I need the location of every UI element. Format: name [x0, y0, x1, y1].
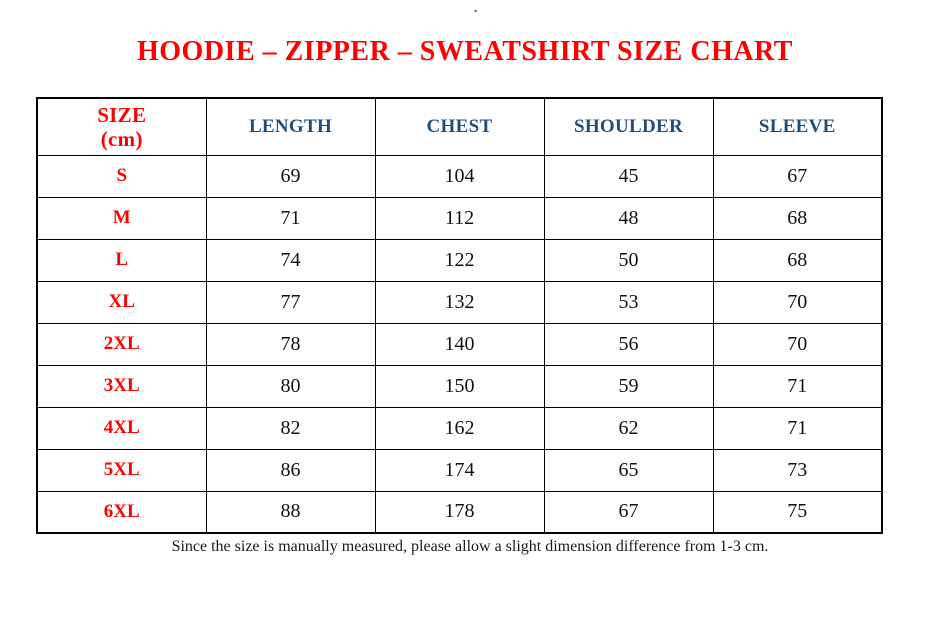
size-header-line2: (cm) — [100, 126, 143, 151]
length-value: 69 — [205, 154, 376, 198]
table-row: 4XL 82 162 62 71 — [36, 406, 883, 450]
length-value: 77 — [205, 280, 376, 324]
shoulder-value: 65 — [543, 448, 714, 492]
chest-value: 132 — [374, 280, 545, 324]
table-header-row: SIZE (cm) LENGTH CHEST SHOULDER SLEEVE — [36, 97, 883, 156]
size-header-line1: SIZE — [97, 102, 147, 127]
chest-value: 150 — [374, 364, 545, 408]
sleeve-value: 75 — [712, 490, 883, 534]
length-value: 74 — [205, 238, 376, 282]
chest-value: 122 — [374, 238, 545, 282]
chest-value: 140 — [374, 322, 545, 366]
column-header-chest: CHEST — [374, 97, 545, 156]
size-label: XL — [36, 280, 207, 324]
table-row: 2XL 78 140 56 70 — [36, 322, 883, 366]
shoulder-value: 67 — [543, 490, 714, 534]
shoulder-value: 50 — [543, 238, 714, 282]
shoulder-value: 62 — [543, 406, 714, 450]
length-value: 71 — [205, 196, 376, 240]
table-row: M 71 112 48 68 — [36, 196, 883, 240]
size-label: 5XL — [36, 448, 207, 492]
size-label: S — [36, 154, 207, 198]
length-value: 88 — [205, 490, 376, 534]
size-label: 2XL — [36, 322, 207, 366]
chest-value: 162 — [374, 406, 545, 450]
table-row: 5XL 86 174 65 73 — [36, 448, 883, 492]
table-row: 6XL 88 178 67 75 — [36, 490, 883, 534]
sleeve-value: 68 — [712, 196, 883, 240]
shoulder-value: 59 — [543, 364, 714, 408]
table-row: 3XL 80 150 59 71 — [36, 364, 883, 408]
chest-value: 174 — [374, 448, 545, 492]
length-value: 82 — [205, 406, 376, 450]
length-value: 86 — [205, 448, 376, 492]
size-label: 3XL — [36, 364, 207, 408]
footnote: Since the size is manually measured, ple… — [171, 538, 769, 555]
shoulder-value: 53 — [543, 280, 714, 324]
shoulder-value: 56 — [543, 322, 714, 366]
table-row: XL 77 132 53 70 — [36, 280, 883, 324]
sleeve-value: 73 — [712, 448, 883, 492]
sleeve-value: 68 — [712, 238, 883, 282]
column-header-shoulder: SHOULDER — [543, 97, 714, 156]
size-label: 6XL — [36, 490, 207, 534]
size-label: 4XL — [36, 406, 207, 450]
length-value: 80 — [205, 364, 376, 408]
size-label: L — [36, 238, 207, 282]
sleeve-value: 70 — [712, 280, 883, 324]
sleeve-value: 67 — [712, 154, 883, 198]
chest-value: 112 — [374, 196, 545, 240]
chest-value: 178 — [374, 490, 545, 534]
shoulder-value: 45 — [543, 154, 714, 198]
length-value: 78 — [205, 322, 376, 366]
size-label: M — [36, 196, 207, 240]
sleeve-value: 71 — [712, 364, 883, 408]
column-header-sleeve: SLEEVE — [712, 97, 883, 156]
table-row: S 69 104 45 67 — [36, 154, 883, 198]
size-chart-table: SIZE (cm) LENGTH CHEST SHOULDER SLEEVE S… — [36, 97, 883, 534]
sleeve-value: 70 — [712, 322, 883, 366]
stray-dot: . — [474, 0, 478, 15]
sleeve-value: 71 — [712, 406, 883, 450]
chest-value: 104 — [374, 154, 545, 198]
table-row: L 74 122 50 68 — [36, 238, 883, 282]
column-header-length: LENGTH — [205, 97, 376, 156]
page-title: HOODIE – ZIPPER – SWEATSHIRT SIZE CHART — [137, 36, 793, 67]
column-header-size-cm: SIZE (cm) — [36, 97, 207, 156]
shoulder-value: 48 — [543, 196, 714, 240]
